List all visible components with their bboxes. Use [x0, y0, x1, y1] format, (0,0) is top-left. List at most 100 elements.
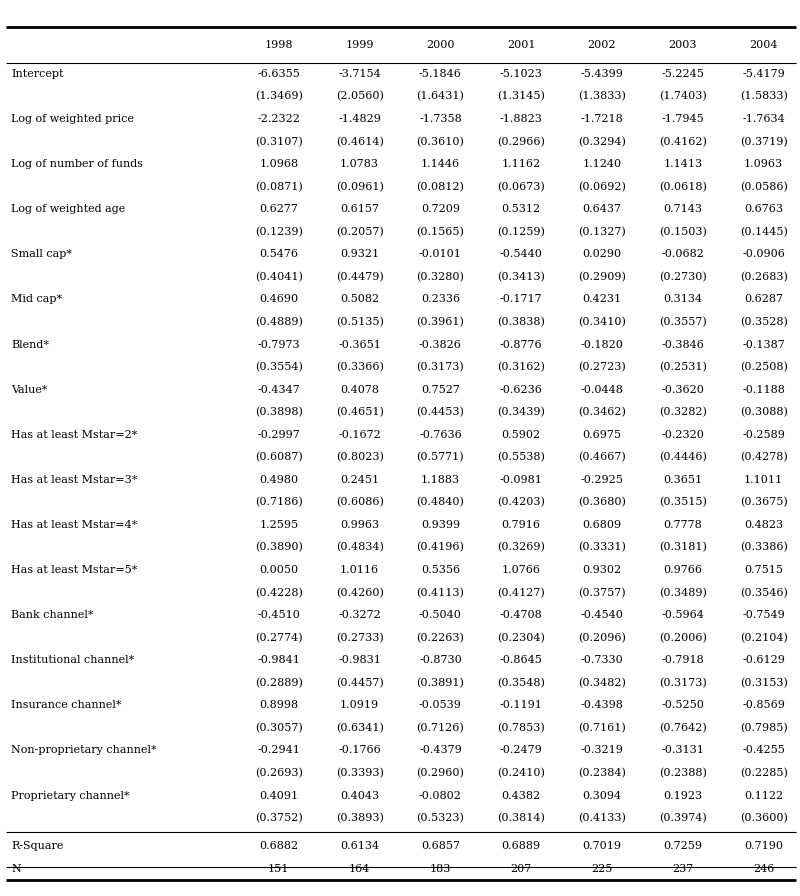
- Text: (0.3181): (0.3181): [659, 542, 706, 553]
- Text: 0.6157: 0.6157: [340, 204, 379, 214]
- Text: 1.1011: 1.1011: [744, 475, 783, 485]
- Text: 183: 183: [430, 864, 451, 874]
- Text: -5.1846: -5.1846: [419, 69, 462, 79]
- Text: 1998: 1998: [265, 39, 293, 50]
- Text: (0.3413): (0.3413): [498, 271, 545, 282]
- Text: (0.0812): (0.0812): [417, 182, 464, 192]
- Text: (0.3814): (0.3814): [498, 813, 545, 823]
- Text: 0.4231: 0.4231: [582, 295, 622, 305]
- Text: -0.4398: -0.4398: [581, 701, 623, 711]
- Text: (0.0692): (0.0692): [578, 182, 626, 192]
- Text: (0.7126): (0.7126): [417, 723, 464, 733]
- Text: 0.5356: 0.5356: [421, 565, 460, 575]
- Text: (0.3282): (0.3282): [659, 407, 706, 418]
- Text: -0.3620: -0.3620: [662, 384, 704, 394]
- Text: 164: 164: [349, 864, 370, 874]
- Text: (0.2683): (0.2683): [740, 271, 787, 282]
- Text: 2003: 2003: [669, 39, 697, 50]
- Text: (0.2104): (0.2104): [740, 633, 787, 643]
- Text: -0.8645: -0.8645: [500, 655, 542, 665]
- Text: 0.7916: 0.7916: [502, 520, 541, 530]
- Text: (0.3280): (0.3280): [417, 271, 464, 282]
- Text: -0.3826: -0.3826: [419, 340, 462, 349]
- Text: -0.0981: -0.0981: [500, 475, 542, 485]
- Text: -0.8569: -0.8569: [742, 701, 785, 711]
- Text: (0.1503): (0.1503): [659, 227, 706, 237]
- Text: (0.2693): (0.2693): [255, 768, 302, 779]
- Text: 1.2595: 1.2595: [259, 520, 298, 530]
- Text: -0.4510: -0.4510: [258, 610, 300, 620]
- Text: 0.7190: 0.7190: [744, 841, 783, 851]
- Text: -0.1672: -0.1672: [338, 430, 381, 440]
- Text: (0.3162): (0.3162): [498, 362, 545, 373]
- Text: Has at least Mstar=5*: Has at least Mstar=5*: [11, 565, 138, 575]
- Text: -0.2589: -0.2589: [742, 430, 785, 440]
- Text: (0.2285): (0.2285): [740, 768, 787, 779]
- Text: Has at least Mstar=4*: Has at least Mstar=4*: [11, 520, 138, 530]
- Text: (0.0871): (0.0871): [255, 182, 302, 192]
- Text: 0.6287: 0.6287: [744, 295, 783, 305]
- Text: (0.2006): (0.2006): [659, 633, 706, 643]
- Text: (0.3269): (0.3269): [498, 542, 545, 553]
- Text: -6.6355: -6.6355: [258, 69, 300, 79]
- Text: 1999: 1999: [346, 39, 374, 50]
- Text: 0.6437: 0.6437: [582, 204, 622, 214]
- Text: 0.7778: 0.7778: [663, 520, 702, 530]
- Text: (0.3893): (0.3893): [336, 813, 383, 823]
- Text: (0.6341): (0.6341): [336, 723, 383, 733]
- Text: -0.2941: -0.2941: [258, 745, 300, 755]
- Text: (0.2384): (0.2384): [578, 768, 626, 779]
- Text: -0.1191: -0.1191: [500, 701, 542, 711]
- Text: (0.3528): (0.3528): [740, 317, 787, 327]
- Text: -0.3651: -0.3651: [338, 340, 381, 349]
- Text: Non-proprietary channel*: Non-proprietary channel*: [11, 745, 157, 755]
- Text: (0.4113): (0.4113): [417, 588, 464, 598]
- Text: -0.3131: -0.3131: [662, 745, 704, 755]
- Text: 1.1883: 1.1883: [421, 475, 460, 485]
- Text: -0.6129: -0.6129: [742, 655, 785, 665]
- Text: -5.4179: -5.4179: [742, 69, 785, 79]
- Text: (0.2057): (0.2057): [336, 227, 383, 237]
- Text: -0.1717: -0.1717: [500, 295, 542, 305]
- Text: (0.3546): (0.3546): [740, 588, 787, 598]
- Text: 1.0963: 1.0963: [744, 159, 783, 169]
- Text: (0.2960): (0.2960): [417, 768, 464, 779]
- Text: (0.3173): (0.3173): [417, 362, 464, 373]
- Text: 0.6809: 0.6809: [582, 520, 622, 530]
- Text: 1.1446: 1.1446: [421, 159, 460, 169]
- Text: -0.0101: -0.0101: [419, 249, 462, 259]
- Text: (1.3833): (1.3833): [578, 91, 626, 102]
- Text: (0.5538): (0.5538): [498, 452, 545, 462]
- Text: -0.7636: -0.7636: [419, 430, 462, 440]
- Text: 0.4823: 0.4823: [744, 520, 783, 530]
- Text: (0.4889): (0.4889): [255, 317, 302, 327]
- Text: -0.2320: -0.2320: [662, 430, 704, 440]
- Text: -0.7330: -0.7330: [581, 655, 623, 665]
- Text: (0.3489): (0.3489): [659, 588, 706, 598]
- Text: (0.5771): (0.5771): [417, 452, 464, 462]
- Text: (0.3557): (0.3557): [659, 317, 706, 327]
- Text: (0.2889): (0.2889): [255, 677, 302, 688]
- Text: -0.7973: -0.7973: [258, 340, 300, 349]
- Text: (0.4228): (0.4228): [255, 588, 302, 598]
- Text: 0.1122: 0.1122: [744, 790, 783, 800]
- Text: (0.2774): (0.2774): [255, 633, 302, 643]
- Text: (0.3294): (0.3294): [578, 136, 626, 147]
- Text: -0.5040: -0.5040: [419, 610, 462, 620]
- Text: Has at least Mstar=2*: Has at least Mstar=2*: [11, 430, 138, 440]
- Text: -3.7154: -3.7154: [338, 69, 381, 79]
- Text: -0.2479: -0.2479: [500, 745, 542, 755]
- Text: -0.9831: -0.9831: [338, 655, 381, 665]
- Text: (0.4278): (0.4278): [740, 452, 787, 462]
- Text: (0.3890): (0.3890): [255, 542, 302, 553]
- Text: 0.3651: 0.3651: [663, 475, 702, 485]
- Text: 0.4382: 0.4382: [502, 790, 541, 800]
- Text: (0.4840): (0.4840): [417, 497, 464, 508]
- Text: 1.0116: 1.0116: [340, 565, 379, 575]
- Text: 0.2451: 0.2451: [340, 475, 379, 485]
- Text: Log of number of funds: Log of number of funds: [11, 159, 143, 169]
- Text: 1.0766: 1.0766: [502, 565, 541, 575]
- Text: 0.4980: 0.4980: [259, 475, 298, 485]
- Text: (1.7403): (1.7403): [659, 91, 706, 102]
- Text: 1.1413: 1.1413: [663, 159, 702, 169]
